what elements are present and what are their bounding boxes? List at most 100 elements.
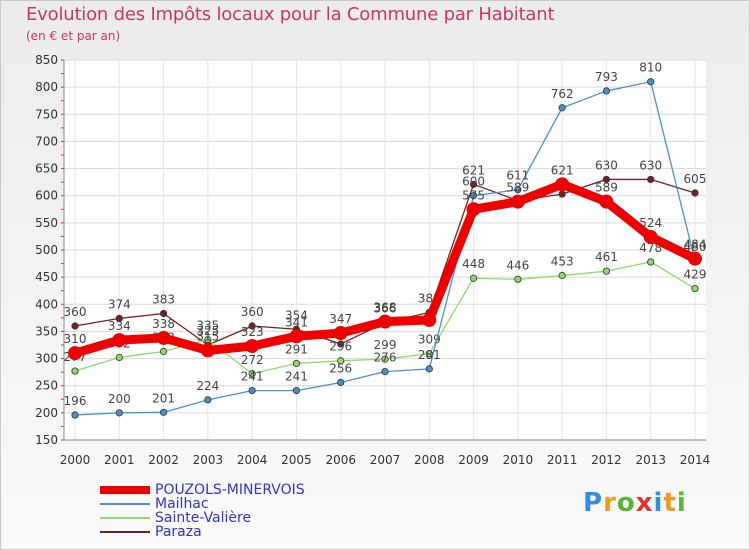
- data-point: [337, 340, 345, 348]
- data-point: [248, 386, 256, 395]
- data-point: [688, 251, 702, 266]
- data-label: 360: [64, 305, 87, 319]
- data-point: [156, 330, 171, 345]
- data-point: [602, 267, 611, 275]
- data-label: 448: [462, 257, 485, 271]
- chart-title: Evolution des Impôts locaux pour la Comm…: [26, 4, 555, 25]
- legend-label: Paraza: [155, 524, 202, 540]
- data-point: [71, 367, 79, 375]
- data-label: 291: [285, 342, 308, 356]
- data-point: [200, 343, 215, 358]
- data-point: [469, 192, 478, 200]
- data-point: [691, 189, 699, 197]
- legend-swatch: [100, 503, 150, 505]
- chart-subtitle: (en € et par an): [26, 29, 121, 43]
- data-point: [469, 274, 478, 282]
- data-label: 335: [196, 319, 219, 333]
- data-point: [159, 347, 168, 356]
- x-tick-label: 2014: [680, 453, 711, 467]
- legend-label: Mailhac: [155, 496, 209, 512]
- data-point: [115, 353, 123, 362]
- proxiti-logo[interactable]: Proxiti: [583, 488, 687, 518]
- data-label: 201: [152, 391, 175, 405]
- data-label: 276: [374, 351, 397, 365]
- data-point: [558, 104, 566, 112]
- data-point: [333, 326, 348, 341]
- data-label: 793: [595, 70, 618, 84]
- x-tick-label: 2005: [281, 453, 312, 467]
- data-point: [337, 357, 345, 365]
- data-point: [469, 180, 478, 188]
- x-tick-label: 2001: [104, 453, 135, 467]
- legend-swatch: [100, 517, 150, 519]
- data-label: 310: [64, 332, 87, 346]
- legend-swatch: [100, 486, 150, 494]
- data-point: [599, 194, 614, 209]
- y-tick-label: 300: [35, 352, 58, 366]
- data-label: 605: [684, 172, 707, 186]
- data-label: 621: [551, 163, 574, 177]
- data-point: [602, 175, 611, 184]
- data-label: 575: [462, 188, 485, 202]
- data-point: [381, 367, 389, 376]
- y-tick-label: 650: [35, 162, 58, 176]
- data-point: [514, 275, 522, 283]
- data-label: 354: [285, 308, 308, 322]
- data-label: 611: [506, 169, 529, 183]
- data-label: 325: [196, 324, 219, 338]
- data-label: 630: [639, 158, 662, 172]
- data-label: 309: [418, 333, 441, 347]
- data-label: 281: [418, 348, 441, 362]
- data-point: [204, 396, 212, 404]
- data-point: [68, 346, 82, 361]
- data-label: 621: [462, 163, 485, 177]
- y-tick-label: 500: [35, 243, 58, 257]
- data-label: 589: [506, 181, 529, 195]
- data-point: [337, 378, 345, 387]
- data-label: 341: [285, 315, 308, 329]
- data-label: 600: [462, 175, 485, 189]
- y-tick-label: 600: [35, 189, 58, 203]
- data-label: 630: [595, 158, 618, 172]
- x-tick-label: 2013: [635, 453, 666, 467]
- y-tick-label: 150: [35, 433, 58, 447]
- data-point: [422, 313, 437, 328]
- y-tick-label: 400: [35, 297, 58, 311]
- y-tick-label: 250: [35, 379, 58, 393]
- data-label: 374: [108, 297, 131, 311]
- x-tick-label: 2009: [458, 453, 489, 467]
- data-point: [292, 386, 301, 395]
- data-label: 429: [684, 268, 707, 282]
- data-point: [425, 365, 433, 373]
- y-tick-label: 450: [35, 270, 58, 284]
- data-label: 272: [241, 353, 264, 367]
- data-label: 299: [374, 338, 397, 352]
- data-label: 200: [108, 392, 131, 406]
- y-tick-label: 700: [35, 134, 58, 148]
- y-tick-label: 350: [35, 324, 58, 338]
- data-point: [558, 190, 566, 198]
- data-label: 315: [196, 329, 219, 343]
- data-point: [245, 339, 260, 354]
- data-point: [112, 333, 127, 348]
- data-label: 256: [329, 361, 352, 375]
- data-label: 338: [152, 317, 175, 331]
- data-point: [647, 258, 655, 266]
- data-point: [248, 370, 256, 378]
- data-point: [378, 314, 392, 329]
- data-label: 810: [639, 61, 662, 75]
- data-point: [643, 229, 658, 244]
- data-point: [514, 186, 522, 194]
- data-point: [381, 355, 389, 363]
- data-point: [691, 284, 699, 293]
- x-tick-label: 2006: [325, 453, 356, 467]
- data-point: [71, 411, 79, 419]
- data-label: 762: [551, 87, 574, 101]
- legend-label: POUZOLS-MINERVOIS: [155, 482, 305, 498]
- data-point: [555, 177, 570, 192]
- data-label: 366: [374, 302, 397, 316]
- data-label: 347: [329, 312, 352, 326]
- data-label: 323: [241, 325, 264, 339]
- data-point: [159, 408, 168, 416]
